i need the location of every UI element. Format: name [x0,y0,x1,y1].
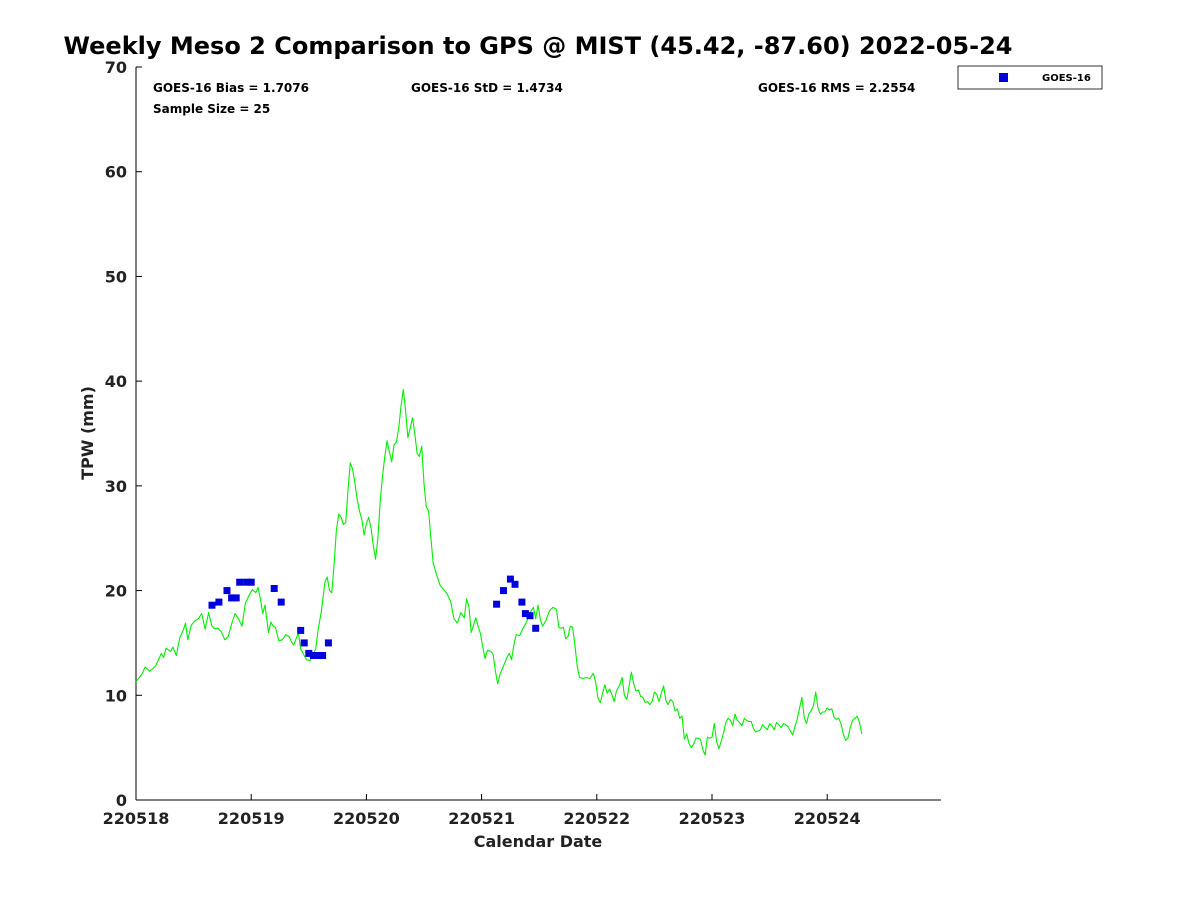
x-tick-label: 220521 [448,809,515,828]
goes16-data-point [511,580,519,588]
goes16-data-point [223,587,231,595]
goes16-data-point [277,598,285,606]
goes16-data-point [215,598,223,606]
plot-area [135,67,941,801]
x-tick-label: 220519 [218,809,285,828]
y-ticks: 0 10 20 30 40 50 60 70 [105,58,142,810]
goes16-data-point [526,612,534,620]
y-tick-label: 20 [105,582,127,601]
stat-std: GOES-16 StD = 1.4734 [411,81,563,95]
goes16-data-point [300,639,308,647]
goes16-data-point [247,578,255,586]
goes16-data-point [319,652,327,659]
stat-bias: GOES-16 Bias = 1.7076 [153,81,309,95]
y-tick-label: 10 [105,686,127,705]
x-axis-label: Calendar Date [474,832,603,851]
goes16-data-point [309,652,317,659]
goes16-data-point [506,575,514,583]
goes16-data-point [500,587,507,595]
series-layer [135,388,863,756]
goes16-data-point [243,578,251,586]
y-tick-label: 0 [116,791,127,810]
goes16-data-point [521,610,529,618]
stat-sample-size: Sample Size = 25 [153,102,270,116]
x-tick-label: 220520 [333,809,400,828]
y-axis-label: TPW (mm) [78,386,97,480]
goes16-data-point [270,585,278,592]
x-tick-label: 220523 [679,809,746,828]
stat-rms: GOES-16 RMS = 2.2554 [758,81,915,95]
legend: GOES-16 [957,65,1103,90]
goes16-data-point [518,598,526,606]
chart-title: Weekly Meso 2 Comparison to GPS @ MIST (… [64,32,1013,60]
goes16-data-point [314,652,322,659]
goes16-data-point [236,578,244,586]
goes16-data-point [493,600,501,608]
gps-tpw-line [135,388,863,756]
x-tick-label: 220518 [103,809,170,828]
y-tick-label: 60 [105,163,127,182]
y-tick-label: 40 [105,372,127,391]
y-tick-label: 30 [105,477,127,496]
legend-marker-goes16 [999,73,1008,82]
goes16-data-point [228,594,236,602]
y-tick-label: 50 [105,267,127,286]
goes16-data-point [297,626,305,634]
x-tick-label: 220524 [794,809,861,828]
y-tick-label: 70 [105,58,127,77]
legend-label-goes16: GOES-16 [1042,73,1091,84]
x-tick-label: 220522 [563,809,630,828]
goes16-data-point [208,601,216,609]
legend-box [957,65,1103,90]
x-ticks: 220518 220519 220520 220521 220522 220523 2205… [103,794,861,828]
goes16-data-point [324,639,332,647]
goes16-data-point [305,649,313,657]
goes16-data-point [232,594,240,602]
goes16-data-point [532,624,540,632]
